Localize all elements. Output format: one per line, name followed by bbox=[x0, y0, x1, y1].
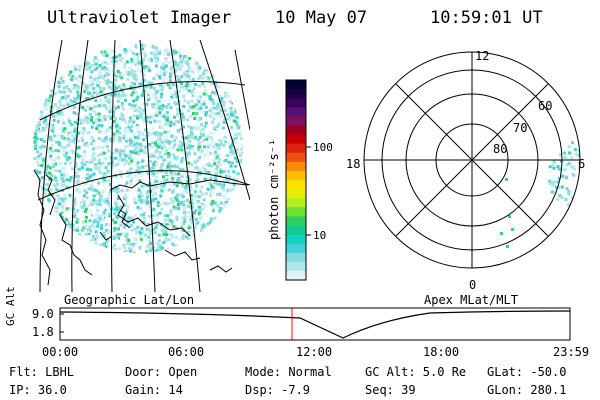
geographic-lat-lon-label: Geographic Lat/Lon bbox=[64, 293, 195, 307]
colorbar-label-10: 10 bbox=[313, 229, 326, 242]
colorbar-swatch bbox=[286, 152, 306, 163]
observation-time: 10:59:01 UT bbox=[430, 8, 543, 28]
colorbar-label-100: 100 bbox=[313, 141, 333, 154]
time-tick-1200: 12:00 bbox=[296, 345, 333, 359]
colorbar-swatch bbox=[286, 261, 306, 272]
colorbar-swatch bbox=[286, 80, 306, 90]
gc-altitude-plot bbox=[59, 307, 571, 341]
mode-status: Mode: Normal bbox=[245, 365, 332, 379]
polar-grid bbox=[363, 51, 581, 269]
geographic-image-panel bbox=[33, 40, 250, 292]
apex-polar-plot: 12 18 6 0 60 70 80 bbox=[346, 49, 585, 292]
colorbar-swatch bbox=[286, 89, 306, 99]
intensity-colorbar bbox=[286, 80, 306, 281]
colorbar-swatch bbox=[286, 252, 306, 263]
colorbar-swatch bbox=[286, 125, 306, 136]
colorbar-swatch bbox=[286, 234, 306, 245]
colorbar-swatch bbox=[286, 225, 306, 236]
uv-emission-left bbox=[33, 43, 243, 253]
observation-date: 10 May 07 bbox=[275, 8, 368, 28]
ring-label-80: 80 bbox=[493, 142, 507, 156]
colorbar-unit-label: photon cm⁻²s⁻¹ bbox=[267, 139, 281, 240]
polar-label-0: 0 bbox=[469, 278, 476, 292]
gc-alt-status: GC Alt: 5.0 Re bbox=[365, 365, 467, 379]
colorbar-swatch bbox=[286, 180, 306, 190]
colorbar-swatch bbox=[286, 216, 306, 227]
door-status: Door: Open bbox=[125, 365, 198, 379]
polar-label-18: 18 bbox=[346, 157, 360, 171]
polar-label-6: 6 bbox=[578, 157, 585, 171]
ring-label-60: 60 bbox=[538, 99, 552, 113]
glat-status: GLat: -50.0 bbox=[487, 365, 567, 379]
colorbar-swatch bbox=[286, 116, 306, 127]
time-tick-0600: 06:00 bbox=[168, 345, 205, 359]
polar-label-12: 12 bbox=[475, 49, 489, 63]
colorbar-swatch bbox=[286, 107, 306, 117]
ring-label-70: 70 bbox=[513, 121, 527, 135]
colorbar-swatch bbox=[286, 143, 306, 154]
altitude-plot-frame bbox=[59, 307, 571, 341]
colorbar-swatch bbox=[286, 243, 306, 254]
ip-status: IP: 36.0 bbox=[9, 383, 67, 397]
colorbar-swatch bbox=[286, 161, 306, 172]
alt-ytick-1-8: 1.8 bbox=[32, 325, 54, 339]
colorbar-swatch bbox=[286, 98, 306, 108]
gc-alt-axis-label: GC Alt bbox=[4, 286, 17, 326]
time-tick-2359: 23:59 bbox=[553, 345, 590, 359]
dsp-status: Dsp: -7.9 bbox=[245, 383, 311, 397]
time-tick-0000: 00:00 bbox=[42, 345, 79, 359]
gain-status: Gain: 14 bbox=[125, 383, 183, 397]
filter-status: Flt: LBHL bbox=[9, 365, 75, 379]
glon-status: GLon: 280.1 bbox=[487, 383, 567, 397]
instrument-title: Ultraviolet Imager bbox=[47, 8, 232, 28]
time-tick-1800: 18:00 bbox=[423, 345, 460, 359]
seq-status: Seq: 39 bbox=[365, 383, 416, 397]
colorbar-swatch bbox=[286, 207, 306, 217]
colorbar-swatch bbox=[286, 134, 306, 145]
colorbar-swatch bbox=[286, 170, 306, 181]
alt-ytick-9: 9.0 bbox=[32, 307, 54, 321]
colorbar-swatch bbox=[286, 270, 306, 281]
colorbar-swatch bbox=[286, 198, 306, 208]
apex-mlat-mlt-label: Apex MLat/MLT bbox=[424, 293, 518, 307]
coastlines bbox=[33, 169, 249, 286]
uv-emission-polar bbox=[500, 141, 580, 248]
colorbar-swatch bbox=[286, 189, 306, 199]
altitude-curve bbox=[59, 310, 571, 339]
colorbar-frame bbox=[285, 79, 307, 281]
